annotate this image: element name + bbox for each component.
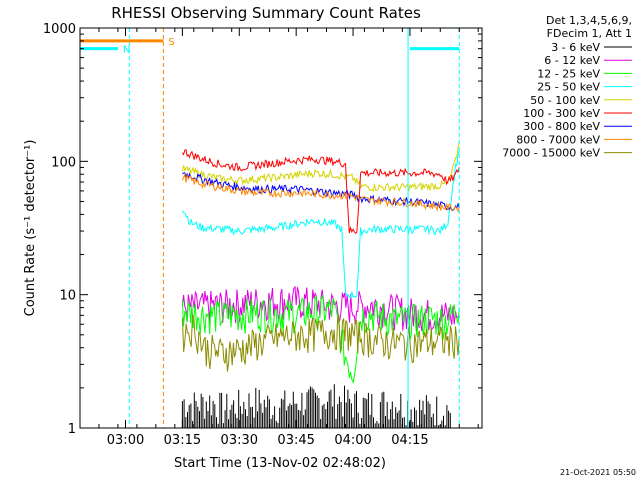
x-tick-label: 04:15	[391, 433, 428, 448]
series-3-6kev	[181, 384, 451, 428]
legend-label: 12 - 25 keV	[537, 67, 600, 80]
y-tick-label: 1000	[43, 22, 76, 37]
series-300-800kev-line	[182, 172, 460, 212]
y-axis-label: Count Rate (s⁻¹ detector⁻¹)	[23, 140, 38, 317]
series-50-100kev-line	[181, 141, 460, 192]
legend-label: 7000 - 15000 keV	[502, 147, 600, 160]
legend-label: 100 - 300 keV	[523, 107, 600, 120]
series-7000-15000kev-line	[181, 313, 460, 372]
series-800-7000kev-line	[181, 172, 460, 213]
x-axis-label: Start Time (13-Nov-02 02:48:02)	[174, 456, 386, 471]
status-bar-label: S	[168, 37, 174, 48]
legend-label: 25 - 50 keV	[537, 81, 600, 94]
series-100-300kev-line	[181, 148, 460, 234]
axis-layer: 03:00 03:15 03:30 03:45 04:00 04:15 1 10 100 1000	[43, 22, 482, 448]
legend-label: 6 - 12 keV	[544, 54, 600, 67]
chart-title: RHESSI Observing Summary Count Rates	[111, 4, 421, 22]
series-12-25kev-line	[181, 295, 460, 385]
generated-timestamp: 21-Oct-2021 05:50	[560, 468, 636, 477]
y-tick-label: 1	[68, 422, 76, 437]
x-tick-label: 03:00	[107, 433, 144, 448]
legend-header-2: FDecim 1, Att 1	[547, 27, 632, 40]
legend-label: 3 - 6 keV	[551, 41, 600, 54]
x-tick-label: 03:30	[221, 433, 258, 448]
legend-label: 50 - 100 keV	[530, 94, 600, 107]
series-layer	[181, 141, 460, 428]
x-tick-label: 03:45	[277, 433, 314, 448]
x-tick-label: 03:15	[164, 433, 201, 448]
legend-label: 800 - 7000 keV	[516, 133, 600, 146]
x-tick-label: 04:00	[334, 433, 371, 448]
legend-header-1: Det 1,3,4,5,6,9,	[546, 14, 632, 27]
plot-frame	[79, 27, 483, 429]
series-25-50kev-line	[181, 150, 460, 299]
legend-label: 300 - 800 keV	[523, 120, 600, 133]
y-tick-label: 100	[51, 155, 76, 170]
y-tick-label: 10	[59, 289, 76, 304]
status-bar-label: N	[123, 45, 130, 56]
